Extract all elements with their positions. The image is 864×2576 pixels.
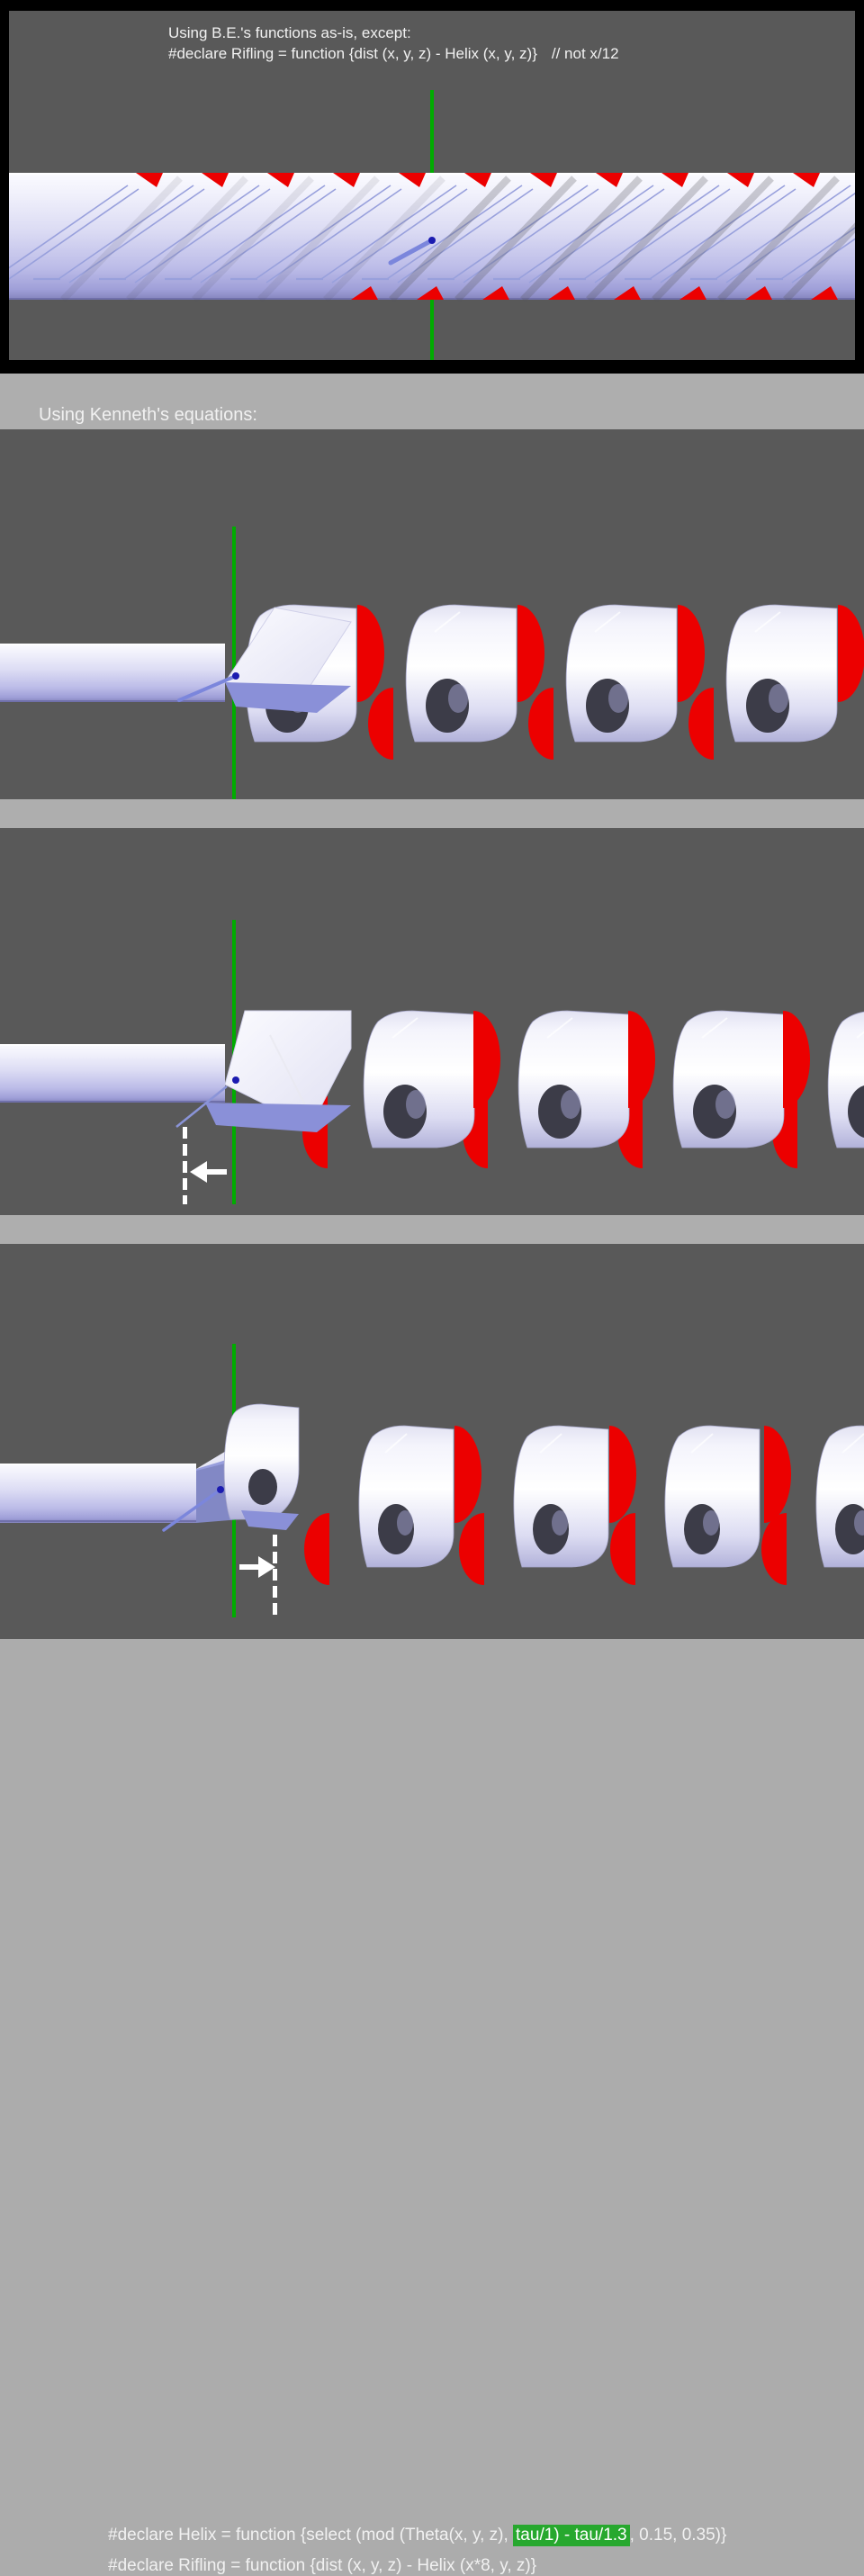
flap-shadow xyxy=(241,1510,299,1530)
helix-prefix: #declare Helix = function {select (mod (… xyxy=(108,2526,514,2544)
rod xyxy=(0,1464,196,1523)
blue-origin-dot xyxy=(428,237,436,244)
flap-seam xyxy=(269,1034,311,1117)
helix-suffix: , 0.15, 0.35)} xyxy=(629,2526,727,2544)
be-code-text: #declare Rifling = function {dist (x, y,… xyxy=(168,45,537,62)
rod xyxy=(0,644,225,702)
be-code-comment: // not x/12 xyxy=(551,45,619,62)
be-code-line: #declare Rifling = function {dist (x, y,… xyxy=(168,45,619,63)
flap-shadow xyxy=(225,682,351,713)
blue-groove-line xyxy=(176,1085,228,1128)
render-tau-1-3 xyxy=(0,1344,864,1617)
helix-highlight: tau/1) - tau/1.3 xyxy=(513,2525,630,2546)
kenneth-banner: Using Kenneth's equations: xyxy=(0,374,864,429)
reference-line-green-lower xyxy=(430,300,434,360)
be-intro-text: Using B.E.'s functions as-is, except: xyxy=(168,24,411,41)
transition-highlight xyxy=(196,1447,232,1471)
blue-origin-dot xyxy=(232,1076,239,1084)
blue-groove-line xyxy=(162,1488,222,1532)
blue-origin-dot xyxy=(232,672,239,680)
unwrapped-coil-flap xyxy=(223,1403,300,1520)
flap-inner-shadow xyxy=(248,1469,277,1505)
render-tau-2 xyxy=(0,527,864,799)
blue-groove-start-line xyxy=(388,238,435,266)
bottom-spacer xyxy=(0,1639,864,1800)
divider-band-1 xyxy=(0,799,864,828)
panel-tau-2: #declare Helix = function {select (mod (… xyxy=(0,429,864,943)
panel-tau-1-3: #declare Helix = function {select (mod (… xyxy=(0,1244,864,2575)
reference-line-green xyxy=(430,90,434,173)
divider-band-2 xyxy=(0,1215,864,1244)
offset-arrow-left-icon xyxy=(190,1161,227,1183)
rifling-code-line: #declare Rifling = function {dist (x, y,… xyxy=(108,2556,537,2575)
panel-tau-6: #declare Helix = function {select (mod (… xyxy=(0,828,864,1738)
offset-arrow-right-icon xyxy=(239,1556,275,1578)
blue-origin-dot xyxy=(217,1486,224,1493)
kenneth-banner-text: Using Kenneth's equations: xyxy=(39,405,257,425)
panel-be-interior xyxy=(9,11,855,360)
panel-be-functions: Using B.E.'s functions as-is, except: #d… xyxy=(0,0,864,374)
render-tau-6 xyxy=(0,920,864,1204)
helix-code-line: #declare Helix = function {select (mod (… xyxy=(108,2525,727,2546)
reference-line-green xyxy=(232,527,236,799)
rod xyxy=(0,1044,225,1103)
blue-groove-start-line xyxy=(177,674,238,702)
flap-shadow xyxy=(205,1103,351,1132)
render-be-rifling xyxy=(9,90,855,360)
